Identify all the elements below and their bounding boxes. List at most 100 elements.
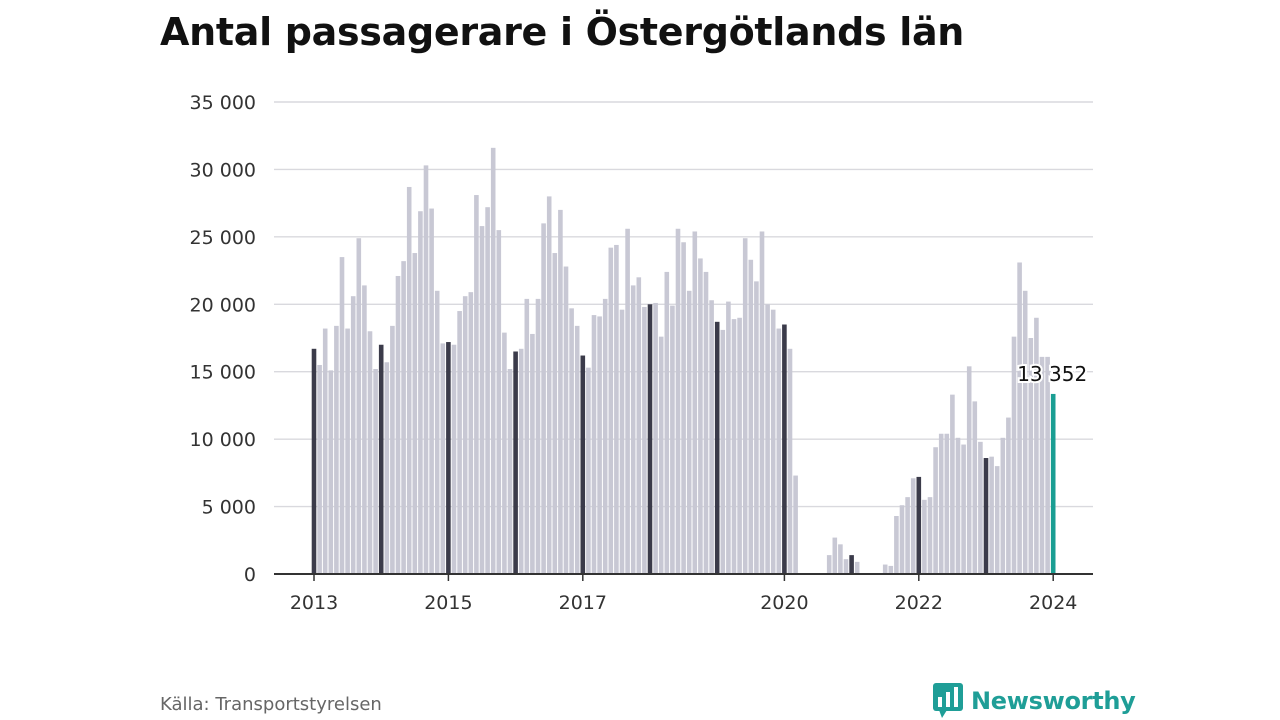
bar <box>698 258 703 574</box>
bar <box>418 211 423 575</box>
bar <box>507 369 513 574</box>
bar <box>440 343 446 574</box>
bar <box>535 298 541 574</box>
bar <box>966 366 972 574</box>
bar <box>989 456 994 574</box>
bar <box>602 298 608 574</box>
brand-logo[interactable]: Newsworthy <box>933 683 1136 719</box>
bar <box>978 441 983 574</box>
bar <box>838 544 843 574</box>
bar <box>664 271 670 574</box>
bar <box>552 253 558 575</box>
bar <box>681 242 686 574</box>
bar-chart: 0 5 000 10 000 15 000 20 000 25 000 30 000 35 0… <box>190 92 1093 614</box>
bar <box>748 259 754 574</box>
bar <box>574 325 580 574</box>
bar <box>658 336 664 574</box>
bar <box>339 257 345 574</box>
bar <box>451 344 457 574</box>
bar <box>580 355 586 574</box>
bar <box>356 238 362 574</box>
bar <box>384 362 390 574</box>
bar <box>737 317 742 574</box>
y-tick-label: 15 000 <box>190 362 256 384</box>
bar <box>916 476 922 574</box>
newsworthy-logo-icon <box>933 683 963 718</box>
bar <box>922 499 927 574</box>
y-tick-label: 35 000 <box>190 92 256 114</box>
bar <box>1011 336 1017 574</box>
bar <box>518 348 524 574</box>
brand-name: Newsworthy <box>971 687 1136 715</box>
bar <box>950 394 955 574</box>
bar <box>563 266 569 574</box>
bar <box>647 304 653 574</box>
bar <box>350 296 356 574</box>
bar <box>569 308 574 574</box>
bar <box>1006 417 1011 574</box>
y-tick-label: 5 000 <box>202 497 256 519</box>
y-axis-labels: 0 5 000 10 000 15 000 20 000 25 000 30 000 35 0… <box>190 92 256 586</box>
bar <box>485 207 490 574</box>
bar <box>905 497 910 574</box>
bar <box>406 186 412 574</box>
bar <box>524 298 530 574</box>
bar <box>692 231 698 574</box>
bar <box>670 305 675 574</box>
bar <box>434 290 440 574</box>
bar <box>1017 262 1022 574</box>
chart-title: Antal passagerare i Östergötlands län <box>160 10 965 54</box>
bar <box>328 370 334 574</box>
bar <box>591 315 597 574</box>
bar <box>530 333 535 574</box>
bar <box>731 319 737 574</box>
bar <box>1000 437 1006 574</box>
bars <box>311 147 1056 575</box>
bar <box>714 321 720 574</box>
bar <box>994 466 1000 574</box>
bar <box>927 497 933 574</box>
bar <box>899 505 905 574</box>
bar <box>1050 393 1056 574</box>
bar <box>423 165 429 574</box>
bar <box>933 447 938 574</box>
bar <box>754 281 759 574</box>
bar <box>546 196 552 574</box>
x-tick-label: 2017 <box>559 592 607 614</box>
y-tick-label: 0 <box>244 564 256 586</box>
bar <box>938 433 944 574</box>
bar <box>1034 317 1039 574</box>
bar <box>686 290 692 574</box>
bar <box>826 555 832 574</box>
bar <box>345 328 350 574</box>
bar <box>457 311 462 574</box>
y-tick-label: 10 000 <box>190 429 256 451</box>
bar <box>782 324 787 574</box>
x-tick-label: 2013 <box>290 592 338 614</box>
bar <box>776 328 782 574</box>
bar <box>1039 356 1045 574</box>
bar <box>770 309 776 574</box>
bar <box>742 238 748 574</box>
source-note: Källa: Transportstyrelsen <box>160 694 382 715</box>
y-tick-label: 30 000 <box>190 159 256 181</box>
bar <box>513 351 518 574</box>
bar <box>636 277 642 574</box>
x-tick-label: 2022 <box>895 592 943 614</box>
bar <box>888 565 894 574</box>
bar <box>373 369 378 574</box>
bar <box>787 348 793 574</box>
bar <box>849 555 854 574</box>
bar <box>642 306 647 574</box>
bar <box>401 261 406 574</box>
y-tick-label: 20 000 <box>190 294 256 316</box>
bar <box>614 244 619 574</box>
bar <box>759 231 765 574</box>
bar <box>412 253 418 575</box>
bar <box>720 329 726 574</box>
bar <box>910 478 916 574</box>
bar <box>311 348 317 574</box>
bar <box>502 332 507 574</box>
bar <box>597 316 602 574</box>
x-tick-label: 2024 <box>1029 592 1077 614</box>
